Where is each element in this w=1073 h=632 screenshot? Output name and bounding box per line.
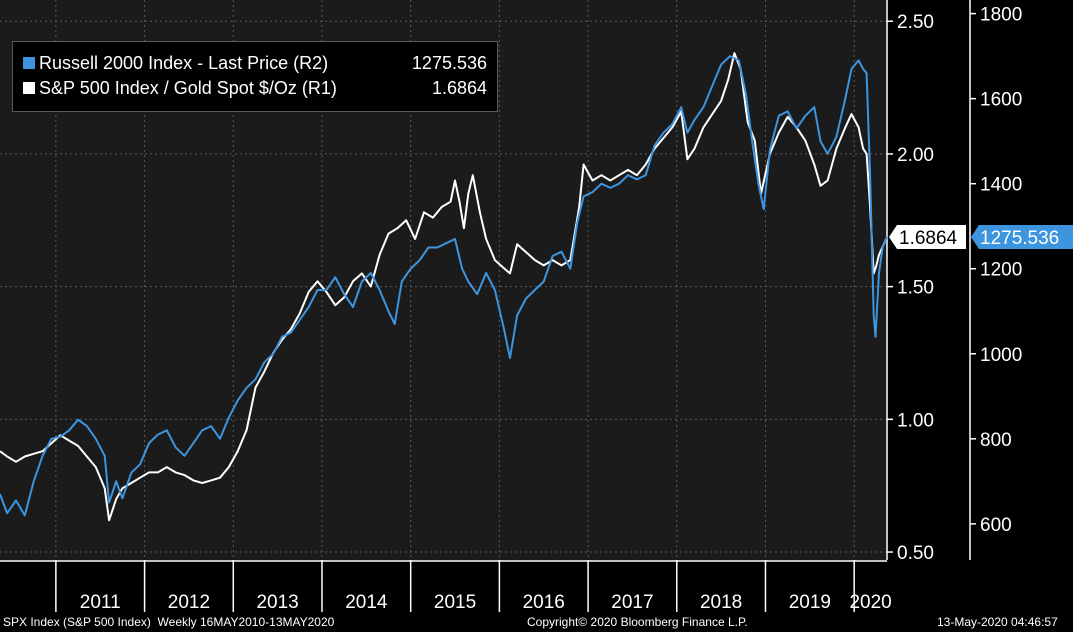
r1-tick-label: 1.50 (897, 278, 934, 299)
r2-last-value-text: 1275.536 (980, 228, 1059, 249)
r2-tick-label: 1400 (980, 175, 1022, 196)
x-tick-label: 2015 (434, 592, 476, 613)
r1-last-value-text: 1.6864 (899, 228, 958, 249)
x-tick-label: 2016 (523, 592, 565, 613)
r2-tick-label: 1200 (980, 260, 1022, 281)
legend: Russell 2000 Index - Last Price (R2) 127… (12, 41, 498, 112)
r2-last-value-tag-shape (971, 225, 1073, 249)
x-tick-label: 2020 (849, 592, 891, 613)
series-line-russell-2000 (0, 55, 888, 517)
r2-tick-label: 1600 (980, 90, 1022, 111)
legend-label-russell: Russell 2000 Index - Last Price (R2) (39, 52, 329, 73)
x-tick-label: 2013 (256, 592, 298, 613)
legend-entry-spx-gold: S&P 500 Index / Gold Spot $/Oz (R1) (23, 77, 337, 99)
r1-tick-label: 2.00 (897, 145, 934, 166)
series-line-spx-gold-ratio (0, 52, 888, 522)
r1-last-value-tag: 1.6864 (889, 225, 966, 249)
footer-ticker-info: SPX Index (S&P 500 Index) Weekly 16MAY20… (3, 615, 335, 629)
legend-label-spx-gold: S&P 500 Index / Gold Spot $/Oz (R1) (39, 77, 337, 98)
r1-tick-label: 0.50 (897, 543, 934, 564)
legend-value-spx-gold: 1.6864 (431, 77, 487, 98)
r2-tick-label: 1800 (980, 5, 1022, 26)
r2-axis: 1800 1600 1400 1200 1000 800 600 (969, 0, 1022, 560)
legend-value-russell: 1275.536 (411, 52, 487, 73)
r1-tick-label: 1.00 (897, 410, 934, 431)
last-value-labels: 1.6864 1275.536 (889, 225, 1073, 249)
r2-last-value-tag: 1275.536 (971, 225, 1073, 249)
footer-copyright: Copyright© 2020 Bloomberg Finance L.P. (527, 615, 748, 629)
r1-tick-label: 2.50 (897, 12, 934, 33)
r2-tick-label: 600 (980, 515, 1012, 536)
r1-last-value-tag-shape (889, 225, 966, 249)
r1-axis: 2.50 2.00 1.50 1.00 0.50 (886, 0, 934, 564)
grid-lines (0, 0, 887, 560)
r2-tick-label: 1000 (980, 345, 1022, 366)
legend-swatch-blue (23, 57, 35, 69)
x-tick-label: 2011 (80, 592, 121, 613)
series-layer (0, 52, 888, 522)
x-tick-label: 2012 (168, 592, 210, 613)
x-tick-label: 2017 (611, 592, 653, 613)
x-tick-label: 2014 (345, 592, 388, 613)
x-axis: 2011 2012 2013 2014 2015 2016 2017 2018 2019 2020 (0, 560, 892, 613)
x-tick-label: 2018 (700, 592, 742, 613)
legend-swatch-white (23, 82, 35, 94)
x-tick-label: 2019 (789, 592, 831, 613)
legend-entry-russell: Russell 2000 Index - Last Price (R2) (23, 52, 328, 74)
r2-tick-label: 800 (980, 430, 1012, 451)
footer-timestamp: 13-May-2020 04:46:57 (937, 615, 1058, 629)
